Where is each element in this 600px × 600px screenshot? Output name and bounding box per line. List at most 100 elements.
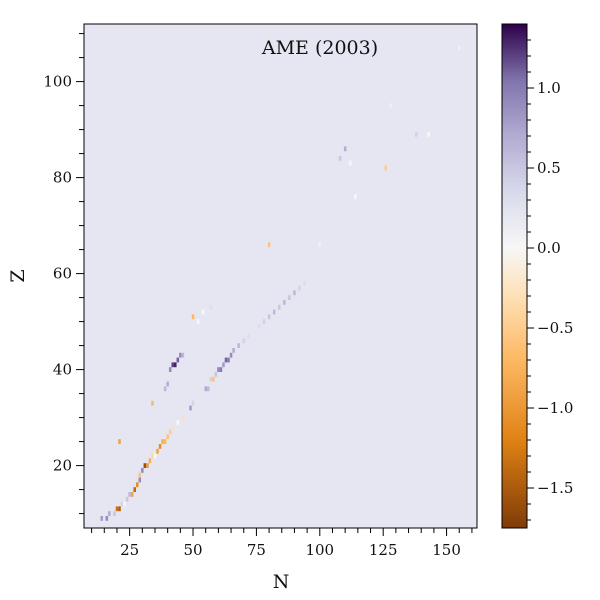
- heatmap-cell: [153, 453, 157, 459]
- heatmap-cell: [354, 194, 357, 200]
- heatmap-cell: [113, 511, 116, 516]
- y-axis-label: Z: [7, 269, 29, 282]
- heatmap-cell: [105, 516, 109, 521]
- heatmap-cell: [331, 175, 334, 180]
- y-tick-label: 60: [53, 265, 72, 283]
- heatmap-cell: [217, 367, 220, 372]
- colorbar-gradient: [501, 23, 528, 529]
- heatmap-cell: [176, 420, 180, 425]
- heatmap-cell: [209, 304, 213, 310]
- heatmap-cell: [389, 103, 393, 108]
- heatmap-cell: [151, 400, 154, 406]
- plot-frame: [83, 23, 478, 529]
- heatmap-cell: [224, 357, 228, 363]
- colorbar-tick-label: −1.5: [537, 479, 573, 497]
- heatmap-cell: [181, 415, 185, 420]
- x-tick-label: 100: [305, 541, 334, 559]
- heatmap-cell: [118, 506, 121, 512]
- heatmap-cell: [232, 348, 235, 353]
- heatmap-cell: [277, 304, 281, 310]
- heatmap-cell: [100, 516, 104, 521]
- heatmap-cell: [174, 362, 177, 368]
- y-tick-label: 40: [53, 361, 72, 379]
- colorbar-ticks: 1.0 0.5 0.0 −0.5 −1.0 −1.5: [527, 39, 573, 521]
- heatmap-cell: [217, 295, 220, 300]
- heatmap-cell: [189, 405, 192, 411]
- heatmap-cell: [133, 487, 136, 492]
- heatmap-cell: [201, 309, 205, 315]
- heatmap-cells: [100, 45, 461, 521]
- heatmap-cell: [138, 472, 142, 478]
- heatmap-cell: [163, 439, 167, 444]
- heatmap-cell: [166, 434, 169, 440]
- heatmap-cell: [143, 463, 147, 468]
- y-tick-label: 100: [43, 73, 72, 91]
- heatmap-cell: [283, 300, 286, 305]
- heatmap-cell: [168, 367, 172, 372]
- heatmap-cell: [272, 309, 276, 315]
- heatmap-cell: [242, 338, 246, 344]
- plot-area: AME (2003): [83, 23, 478, 529]
- heatmap-cell: [176, 357, 180, 363]
- heatmap-cell: [156, 448, 159, 454]
- heatmap-cell: [214, 372, 218, 377]
- heatmap-cell: [138, 477, 142, 483]
- colorbar-tick-label: −1.0: [537, 399, 573, 417]
- heatmap-cell: [247, 333, 251, 339]
- heatmap-cell: [115, 506, 119, 512]
- colorbar-tick-label: −0.5: [537, 319, 573, 337]
- x-axis: 25 50 75 100 125 150: [91, 528, 473, 559]
- heatmap-cell: [166, 381, 169, 387]
- chart-annotation: AME (2003): [261, 37, 378, 59]
- heatmap-cell: [125, 496, 129, 502]
- heatmap-cell: [237, 343, 240, 348]
- x-tick-label: 50: [183, 541, 202, 559]
- heatmap-cell: [130, 492, 134, 497]
- heatmap-cell: [457, 45, 461, 51]
- heatmap-cell: [168, 429, 172, 435]
- heatmap-cell: [209, 376, 213, 382]
- heatmap-cell: [293, 290, 296, 296]
- colorbar-tick-label: 1.0: [537, 79, 561, 97]
- y-axis: 20 40 60 80 100: [43, 33, 84, 515]
- heatmap-cell: [191, 314, 195, 320]
- x-axis-label: N: [273, 571, 290, 593]
- heatmap-cell: [204, 386, 207, 392]
- heatmap-cell: [206, 386, 210, 392]
- heatmap-cell: [343, 146, 347, 152]
- heatmap-cell: [158, 444, 162, 449]
- heatmap-cell: [135, 482, 139, 488]
- x-tick-label: 125: [369, 541, 398, 559]
- heatmap-cell: [179, 352, 182, 358]
- plot-background: [84, 24, 477, 528]
- x-tick-label: 150: [432, 541, 461, 559]
- heatmap-cell: [184, 410, 187, 416]
- heatmap-cell: [141, 468, 144, 473]
- heatmap-cell: [303, 280, 306, 286]
- heatmap-cell: [338, 156, 342, 161]
- heatmap-cell: [171, 424, 175, 430]
- heatmap-cell: [427, 132, 431, 137]
- heatmap-cell: [118, 439, 121, 444]
- heatmap-cell: [163, 386, 167, 392]
- colorbar: 1.0 0.5 0.0 −0.5 −1.0 −1.5: [501, 23, 573, 529]
- heatmap-cell: [212, 376, 215, 382]
- heatmap-cell: [161, 439, 164, 444]
- heatmap-cell: [257, 324, 261, 329]
- heatmap-cell: [348, 160, 352, 166]
- heatmap-cell: [267, 242, 271, 248]
- heatmap-cell: [108, 511, 111, 516]
- heatmap-cell: [318, 242, 322, 248]
- heatmap-cell: [171, 362, 175, 368]
- heatmap-cell: [191, 400, 195, 406]
- heatmap-cell: [227, 357, 230, 363]
- heatmap-cell: [267, 314, 271, 320]
- heatmap-cell: [414, 132, 418, 137]
- y-tick-label: 20: [53, 457, 72, 475]
- heatmap-cell: [222, 362, 225, 368]
- heatmap-cell: [181, 352, 185, 358]
- y-tick-label: 80: [53, 169, 72, 187]
- heatmap-cell: [384, 165, 387, 171]
- heatmap-cell: [148, 458, 152, 464]
